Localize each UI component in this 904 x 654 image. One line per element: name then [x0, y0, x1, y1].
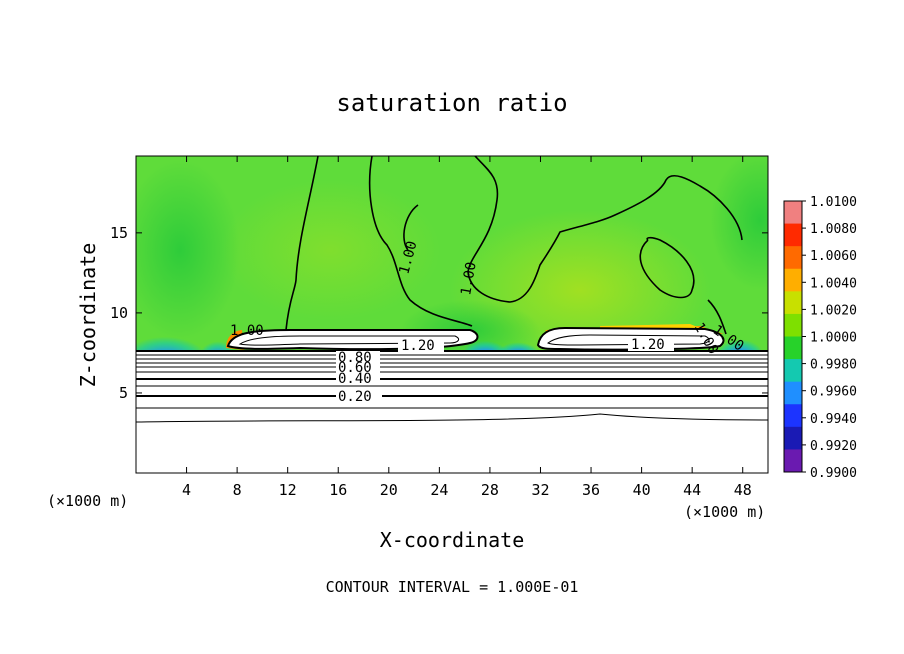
- colorbar-swatch: [784, 449, 802, 473]
- x-tick-label: 8: [233, 481, 242, 499]
- y-tick-label: 5: [119, 384, 128, 402]
- y-axis-title: Z-coordinate: [76, 243, 100, 388]
- colorbar-label: 1.0060: [810, 249, 857, 264]
- colorbar-swatch: [784, 426, 802, 450]
- colorbar-swatch: [784, 381, 802, 405]
- plot-area: 1.00 1.20 1.00 1.20 1.00 1.00 1.00 0.80 …: [136, 156, 768, 473]
- contour-label: 0.20: [338, 389, 372, 405]
- colorbar-label: 1.0040: [810, 276, 857, 291]
- colorbar: 1.0100 1.0080 1.0060 1.0040 1.0020 1.0000 0.99…: [783, 195, 857, 481]
- y-tick-label: 10: [110, 304, 128, 322]
- colorbar-label: 1.0020: [810, 303, 857, 318]
- field-subsaturated-region: [710, 156, 768, 290]
- colorbar-swatch: [784, 201, 802, 225]
- contour-label: 0.80: [338, 350, 372, 366]
- field-subsaturated-region: [136, 160, 240, 340]
- contour-label: 1.20: [401, 338, 435, 354]
- x-tick-label: 36: [582, 481, 600, 499]
- x-tick-label: 28: [481, 481, 499, 499]
- field-lower-layer: [136, 350, 768, 473]
- colorbar-swatch: [784, 336, 802, 360]
- y-tick-label: 15: [110, 224, 128, 242]
- x-tick-label: 40: [633, 481, 651, 499]
- colorbar-label: 0.9940: [810, 412, 857, 427]
- colorbar-label: 0.9980: [810, 358, 857, 373]
- colorbar-label: 0.9960: [810, 385, 857, 400]
- colorbar-label: 1.0080: [810, 222, 857, 237]
- contour-label: 1.20: [631, 337, 665, 353]
- contours-upper: [285, 156, 743, 335]
- contour-interval-note: CONTOUR INTERVAL = 1.000E-01: [326, 578, 579, 596]
- colorbar-swatch: [784, 223, 802, 247]
- colorbar-swatch: [784, 268, 802, 292]
- x-tick-label: 48: [734, 481, 752, 499]
- colorbar-swatch: [784, 313, 802, 337]
- contour-label: 0.60: [338, 360, 372, 376]
- x-tick-label: 44: [683, 481, 701, 499]
- contour-label: 1.00: [230, 323, 264, 339]
- contour-label: 1.00: [458, 261, 480, 297]
- colorbar-swatch: [784, 404, 802, 428]
- colorbar-label: 1.0100: [810, 195, 857, 210]
- colorbar-swatch: [784, 246, 802, 270]
- colorbar-label: 0.9920: [810, 439, 857, 454]
- contour-label: 0.40: [338, 371, 372, 387]
- x-tick-label: 20: [380, 481, 398, 499]
- colorbar-swatch: [784, 291, 802, 315]
- x-tick-label: 4: [182, 481, 191, 499]
- x-tick-label: 12: [279, 481, 297, 499]
- x-axis-unit-left: (×1000 m): [47, 492, 128, 510]
- x-axis-ticks: 4 8 12 16 20 24 28 32 36 40 44 48: [182, 156, 752, 499]
- x-axis-title: X-coordinate: [380, 528, 525, 552]
- colorbar-label: 0.9900: [810, 466, 857, 481]
- field-saturated-region: [220, 180, 440, 320]
- colorbar-swatch: [784, 359, 802, 383]
- colorbar-label: 1.0000: [810, 331, 857, 346]
- x-tick-label: 16: [329, 481, 347, 499]
- x-tick-label: 24: [430, 481, 448, 499]
- x-tick-label: 32: [531, 481, 549, 499]
- plot-frame: [135, 155, 769, 474]
- x-axis-unit-right: (×1000 m): [684, 503, 765, 521]
- chart-title: saturation ratio: [336, 89, 567, 117]
- y-axis-ticks: 5 10 15: [110, 224, 768, 402]
